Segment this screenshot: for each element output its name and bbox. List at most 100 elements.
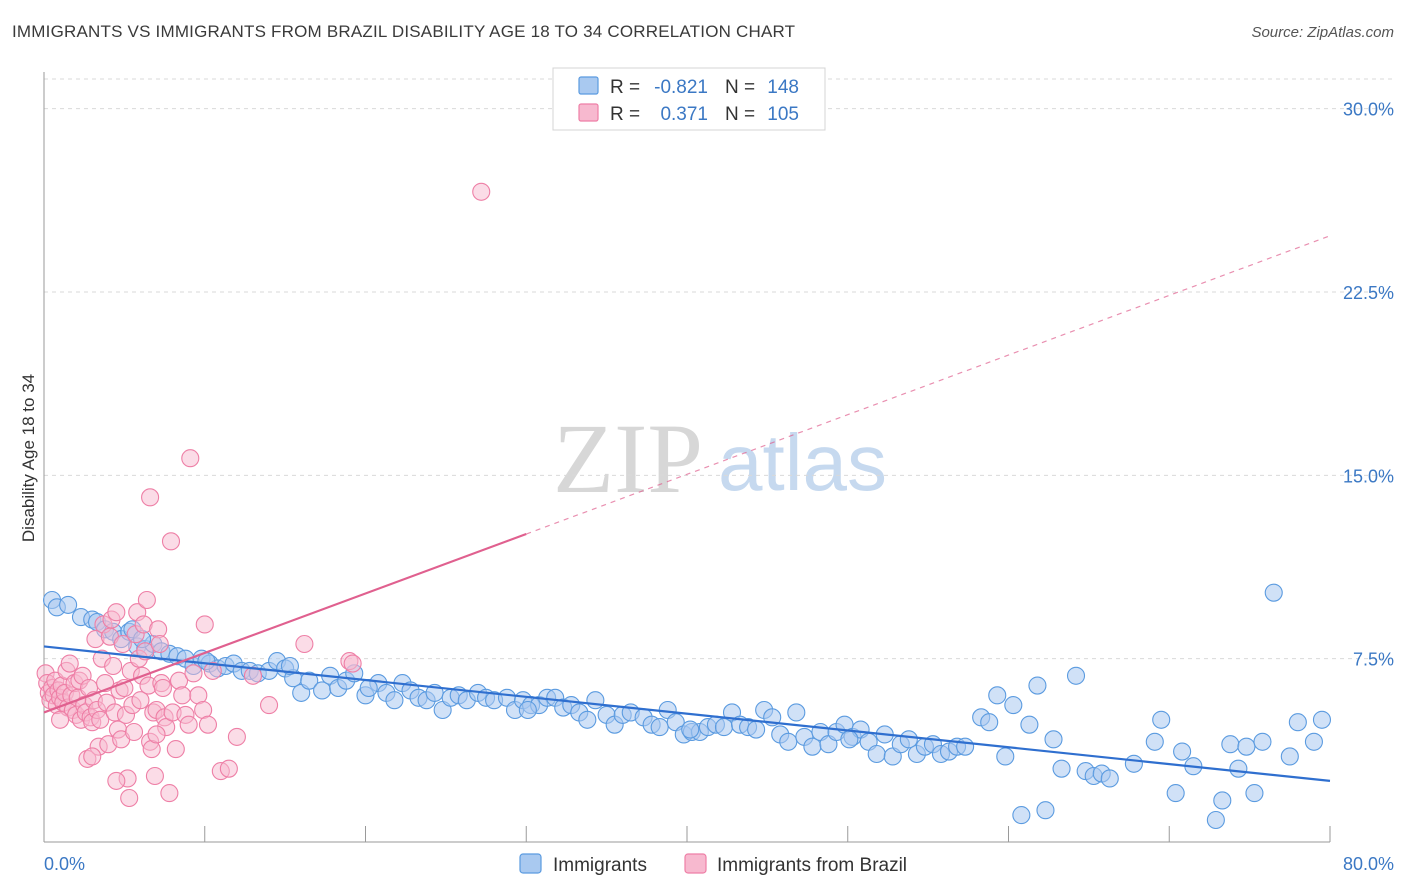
data-point-immigrants <box>988 686 1007 705</box>
chart-title: IMMIGRANTS VS IMMIGRANTS FROM BRAZIL DIS… <box>12 22 796 41</box>
data-point-brazil <box>166 740 185 759</box>
data-point-immigrants <box>1206 810 1225 830</box>
data-point-brazil <box>181 449 200 468</box>
data-point-brazil <box>120 788 139 808</box>
trend-line-brazil <box>43 532 527 714</box>
data-point-immigrants <box>1124 754 1143 773</box>
data-point-brazil <box>203 661 222 680</box>
data-point-immigrants <box>779 732 798 751</box>
data-point-immigrants <box>1145 732 1164 751</box>
data-point-brazil <box>472 182 491 201</box>
data-point-immigrants <box>1264 583 1283 602</box>
data-point-immigrants <box>1173 742 1192 761</box>
data-point-immigrants <box>1028 676 1047 695</box>
series-brazil-points <box>36 182 491 808</box>
data-point-brazil <box>131 691 150 710</box>
data-point-brazil <box>107 603 126 622</box>
data-point-immigrants <box>1312 710 1332 729</box>
data-point-immigrants <box>867 744 886 764</box>
data-point-brazil <box>83 747 102 766</box>
data-point-brazil <box>60 654 79 673</box>
data-point-immigrants <box>1066 666 1086 685</box>
data-point-brazil <box>184 664 203 683</box>
data-point-immigrants <box>586 691 605 710</box>
legend-swatch-immigrants <box>578 76 599 95</box>
data-point-brazil <box>198 715 218 734</box>
data-point-immigrants <box>681 720 700 739</box>
data-point-immigrants <box>300 671 319 690</box>
legend-r-value-1: -0.821 <box>654 77 708 98</box>
data-point-brazil <box>227 727 246 746</box>
data-point-immigrants <box>956 737 975 756</box>
data-point-brazil <box>195 615 214 634</box>
data-point-immigrants <box>996 747 1015 766</box>
trend-lines <box>43 235 1331 782</box>
watermark-zip: ZIP <box>553 403 703 514</box>
data-point-immigrants <box>1012 806 1031 825</box>
bottom-legend-swatch-brazil <box>684 853 707 874</box>
data-point-brazil <box>147 725 166 744</box>
legend-swatch-brazil <box>578 103 599 122</box>
data-point-brazil <box>104 656 123 676</box>
data-point-immigrants <box>1253 732 1272 751</box>
data-point-brazil <box>295 634 314 654</box>
data-point-brazil <box>161 532 181 551</box>
data-point-brazil <box>173 686 192 705</box>
data-point-immigrants <box>1221 735 1240 754</box>
data-point-brazil <box>124 722 144 742</box>
data-point-immigrants <box>280 656 299 676</box>
watermark-atlas: atlas <box>718 418 887 507</box>
data-point-immigrants <box>578 710 597 729</box>
data-point-immigrants <box>1044 730 1063 749</box>
data-point-immigrants <box>1213 791 1232 810</box>
data-point-immigrants <box>1166 784 1185 803</box>
legend-r-value-2: 0.371 <box>660 104 708 125</box>
data-point-brazil <box>259 696 279 715</box>
data-point-immigrants <box>1237 737 1256 756</box>
data-point-immigrants <box>899 730 918 749</box>
legend-n-value-2: 105 <box>767 104 799 125</box>
data-point-brazil <box>153 678 173 698</box>
grid <box>44 78 1394 660</box>
data-point-immigrants <box>1288 713 1307 732</box>
series-legend: Immigrants Immigrants from Brazil <box>519 853 907 876</box>
data-point-brazil <box>150 634 169 654</box>
data-point-immigrants <box>1020 715 1039 734</box>
data-point-brazil <box>145 766 164 786</box>
y-tick-label: 7.5% <box>1353 650 1394 670</box>
y-tick-labels: 7.5% 15.0% 22.5% 30.0% <box>1343 100 1394 670</box>
x-tick-label-max: 80.0% <box>1343 854 1394 874</box>
data-point-immigrants <box>59 595 78 614</box>
y-tick-label: 22.5% <box>1343 283 1394 303</box>
data-point-brazil <box>160 784 179 803</box>
trend-line-brazil-extension <box>526 235 1331 535</box>
data-point-brazil <box>219 759 238 778</box>
data-point-immigrants <box>747 720 766 739</box>
bottom-legend-swatch-immigrants <box>519 853 542 874</box>
bottom-legend-label-immigrants: Immigrants <box>553 855 647 876</box>
data-point-brazil <box>91 710 110 729</box>
data-point-immigrants <box>518 700 537 720</box>
data-point-immigrants <box>1280 747 1299 766</box>
legend-r-label-2: R = <box>610 104 640 125</box>
data-point-immigrants <box>650 718 669 737</box>
x-tick-label-min: 0.0% <box>44 854 85 874</box>
data-point-brazil <box>51 710 70 729</box>
data-point-immigrants <box>1036 801 1055 820</box>
data-point-immigrants <box>1052 759 1071 778</box>
trend-line-immigrants <box>43 645 1331 782</box>
data-point-brazil <box>141 488 160 507</box>
data-point-immigrants <box>1152 710 1171 729</box>
data-point-immigrants <box>840 730 859 749</box>
data-point-immigrants <box>1229 759 1248 778</box>
series-immigrants-points <box>42 583 1332 830</box>
data-point-immigrants <box>1004 696 1023 715</box>
data-point-brazil <box>113 634 132 654</box>
correlation-legend: R = -0.821 N = 148 R = 0.371 N = 105 <box>552 67 826 131</box>
data-point-brazil <box>137 590 156 610</box>
legend-n-label-1: N = <box>725 77 755 98</box>
data-point-immigrants <box>1100 769 1119 788</box>
data-point-brazil <box>179 715 198 734</box>
data-point-brazil <box>107 771 126 790</box>
